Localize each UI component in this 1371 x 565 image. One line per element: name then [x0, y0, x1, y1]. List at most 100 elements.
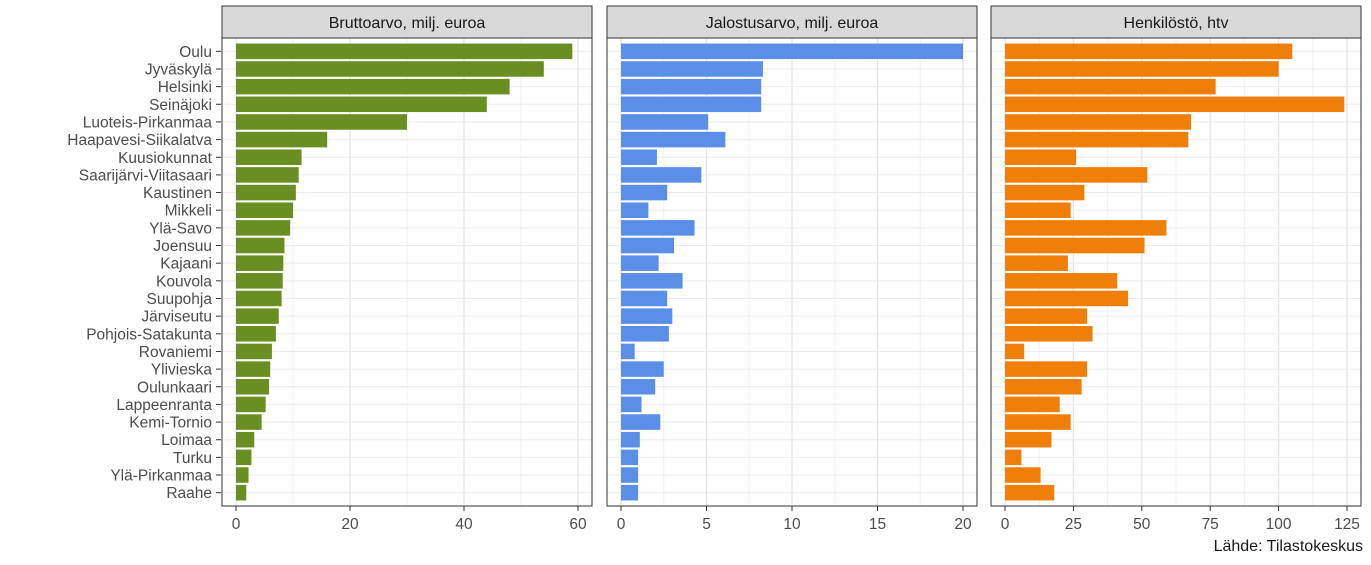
bar: [621, 202, 649, 218]
category-label: Suupohja: [146, 291, 212, 308]
bar: [1005, 96, 1345, 113]
bar: [1005, 326, 1093, 342]
category-label: Lappeenranta: [116, 397, 212, 414]
category-label: Oulu: [179, 44, 212, 61]
bar: [621, 326, 669, 342]
bar: [621, 149, 657, 166]
bar: [621, 290, 668, 307]
bar: [621, 361, 664, 377]
bar: [621, 43, 963, 60]
panel-3: Henkilöstö, htv 0 25 50 75 100 125: [990, 5, 1362, 533]
category-label: Rovaniemi: [139, 344, 212, 361]
bar: [236, 255, 284, 271]
bar: [1005, 237, 1145, 254]
x-tick-label: 20: [954, 516, 972, 533]
bar: [1005, 61, 1279, 77]
bar: [621, 114, 709, 130]
panel-title: Henkilöstö, htv: [1124, 15, 1229, 32]
bar: [236, 326, 276, 342]
bar: [236, 378, 270, 395]
bar: [621, 431, 640, 448]
category-label: Pohjois-Satakunta: [86, 326, 212, 343]
bar: [621, 449, 639, 466]
bar: [1005, 114, 1192, 130]
bar: [236, 273, 283, 289]
panel-border: [990, 37, 1362, 507]
bar: [621, 131, 726, 148]
bar: [1005, 167, 1148, 183]
bar: [1005, 78, 1216, 95]
x-tick-label: 20: [341, 516, 359, 533]
x-tick-label: 0: [1001, 516, 1010, 533]
bar: [621, 378, 656, 395]
bar: [1005, 273, 1118, 289]
bar: [236, 467, 249, 483]
category-label: Ylivieska: [151, 362, 213, 379]
category-label: Kuusiokunnat: [118, 150, 213, 167]
panel-1: Bruttoarvo, milj. euroa 0 20 40 60: [221, 5, 593, 533]
bar: [621, 237, 675, 254]
bar: [1005, 396, 1060, 413]
bar: [621, 396, 642, 413]
bar: [236, 96, 487, 113]
panel-title: Bruttoarvo, milj. euroa: [329, 15, 486, 32]
bar: [621, 167, 702, 183]
category-label: Joensuu: [153, 238, 212, 255]
x-tick-label: 5: [702, 516, 711, 533]
x-tick-label: 15: [869, 516, 886, 533]
category-label: Haapavesi-Siikalatva: [67, 132, 212, 149]
category-label: Oulunkaari: [137, 379, 212, 396]
bar: [236, 290, 282, 307]
x-tick-label: 10: [783, 516, 801, 533]
bar: [1005, 361, 1088, 377]
panel-title: Jalostusarvo, milj. euroa: [706, 15, 879, 32]
category-label: Seinäjoki: [149, 97, 212, 114]
bar: [621, 255, 659, 271]
category-label: Loimaa: [161, 432, 212, 449]
category-label: Helsinki: [158, 79, 212, 96]
category-label: Saarijärvi-Viitasaari: [79, 167, 212, 184]
bar: [1005, 149, 1077, 166]
panel-strip: [606, 5, 978, 39]
panel-2: Jalostusarvo, milj. euroa 0 5 10 15 20: [606, 5, 978, 533]
category-label: Kemi-Tornio: [129, 415, 212, 432]
category-label: Mikkeli: [165, 203, 212, 220]
x-tick-label: 60: [569, 516, 587, 533]
bar: [1005, 184, 1085, 201]
x-tick-label: 25: [1065, 516, 1082, 533]
bar: [236, 414, 262, 430]
x-tick-label: 75: [1202, 516, 1219, 533]
bar: [236, 114, 407, 130]
bar: [236, 361, 271, 377]
bar: [1005, 43, 1293, 60]
bar: [621, 184, 668, 201]
panel-strip: [990, 5, 1362, 39]
bar: [1005, 449, 1022, 466]
bar: [1005, 431, 1052, 448]
category-label: Raahe: [166, 485, 212, 502]
bar: [236, 149, 302, 166]
bar: [1005, 220, 1167, 236]
bar: [236, 131, 328, 148]
bar: [621, 220, 695, 236]
bar: [1005, 378, 1082, 395]
bar: [621, 484, 639, 501]
bar: [236, 43, 573, 60]
x-tick-label: 40: [455, 516, 473, 533]
bar: [621, 467, 639, 483]
bar: [1005, 414, 1071, 430]
bar: [621, 273, 683, 289]
category-label: Ylä-Pirkanmaa: [110, 468, 212, 485]
bar: [236, 343, 272, 360]
bar: [1005, 131, 1189, 148]
x-tick-label: 0: [617, 516, 626, 533]
bar: [1005, 308, 1088, 324]
category-label: Kajaani: [160, 256, 212, 273]
bar: [621, 308, 673, 324]
bar: [621, 61, 763, 77]
x-tick-label: 100: [1266, 516, 1292, 533]
bar: [236, 484, 247, 501]
bar: [621, 343, 635, 360]
bar: [236, 202, 293, 218]
bar: [1005, 255, 1068, 271]
